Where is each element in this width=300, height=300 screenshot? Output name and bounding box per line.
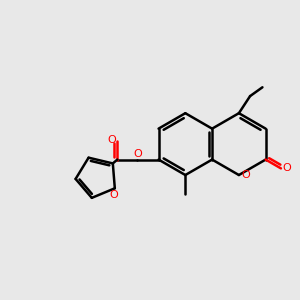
Text: O: O	[282, 164, 291, 173]
Text: O: O	[107, 134, 116, 145]
Text: O: O	[241, 170, 250, 180]
Text: O: O	[109, 190, 118, 200]
Text: O: O	[133, 149, 142, 159]
